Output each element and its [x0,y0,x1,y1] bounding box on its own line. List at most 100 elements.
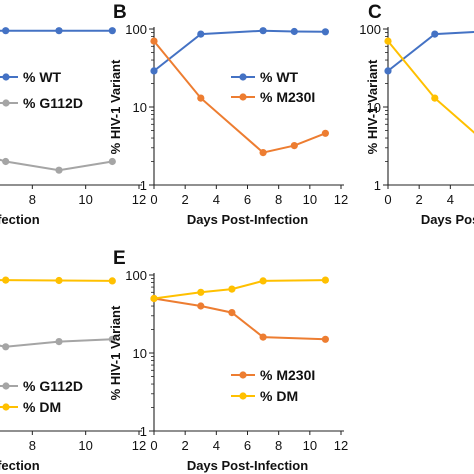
legend-swatch-marker [2,99,10,107]
x-axis-title: Days Post-Infection [187,458,308,473]
data-point [384,67,392,75]
y-tick-label: 100 [359,22,381,37]
data-point [55,166,63,174]
legend-swatch-marker [2,382,10,390]
data-point [384,37,392,45]
legend-label: % DM [260,388,298,404]
y-tick-label: 10 [133,100,147,115]
x-tick-label: 10 [303,192,317,207]
data-point [55,276,63,285]
data-point [321,335,329,343]
data-point [321,276,329,284]
y-tick-label: 10 [133,346,147,361]
y-tick-label: 1 [374,178,381,193]
x-tick-label: 2 [182,438,189,453]
y-tick-label: 1 [140,178,147,193]
x-tick-label: 2 [416,192,423,207]
x-axis-title: Days Post-Infection [0,212,40,227]
y-tick-label: 10 [367,100,381,115]
x-axis-title: Days Post-Infection [421,212,474,227]
legend-swatch-marker [239,93,247,101]
x-tick-label: 12 [334,438,348,453]
data-point [431,30,439,38]
data-point [228,309,236,317]
data-point [197,94,205,102]
legend-swatch-marker [239,371,247,379]
x-tick-label: 8 [275,438,282,453]
data-point [431,94,439,102]
series-line-1 [153,279,326,300]
series-line-0 [387,30,474,72]
series-line-0 [153,297,326,341]
series-line-0 [0,29,113,32]
data-point [108,157,116,166]
x-axis-title: Days Post-Infection [0,458,40,473]
panel-letter: C [368,2,382,23]
series-line-1 [0,279,113,282]
data-point [321,129,329,137]
x-tick-label: 10 [78,192,92,207]
legend-label: % M230I [260,89,315,105]
series-line-1 [387,40,474,134]
data-point [108,27,116,35]
data-point [197,30,205,38]
data-point [2,276,10,284]
x-tick-label: 0 [150,192,157,207]
data-point [2,157,10,166]
data-point [228,285,236,293]
data-point [55,27,63,35]
data-point [197,288,205,296]
x-tick-label: 0 [384,192,391,207]
panel-c: C110100024681012Days Post-Infection% HIV… [359,2,474,227]
panel-letter: E [113,248,126,269]
x-tick-label: 4 [213,192,220,207]
x-axis-title: Days Post-Infection [187,212,308,227]
legend-label: % DM [23,399,61,415]
data-point [55,338,63,346]
data-point [259,333,267,341]
data-point [259,27,267,35]
data-point [290,27,298,36]
x-tick-label: 8 [275,192,282,207]
x-tick-label: 12 [132,192,146,207]
data-point [197,302,205,310]
legend-label: % G112D [23,378,83,394]
y-tick-label: 100 [125,268,147,283]
data-point [2,27,10,35]
x-tick-label: 10 [303,438,317,453]
legend-label: % WT [260,69,299,85]
x-tick-label: 0 [150,438,157,453]
panel-letter: B [113,2,127,23]
legend-swatch-marker [2,73,10,81]
y-tick-label: 100 [125,22,147,37]
legend-swatch-marker [239,392,247,400]
data-point [108,335,116,343]
series-line-0 [153,29,326,72]
x-tick-label: 8 [29,192,36,207]
x-tick-label: 10 [78,438,92,453]
x-tick-label: 2 [182,192,189,207]
legend-label: % M230I [260,367,315,383]
panel-b: B 1 10 100 0 2 4 6 8 10 12 Days Post-Infection % HIV… [108,2,348,227]
data-point [2,343,10,351]
legend-label: % WT [23,69,62,85]
legend-swatch-marker [239,73,247,81]
y-axis-title: % HIV-1 Variant [108,59,123,154]
panel-e: E 1 10 100 0 2 4 6 8 10 12 Days Post-Infection % HIV… [108,248,348,473]
data-point [150,37,158,45]
x-tick-label: 12 [334,192,348,207]
x-tick-label: 4 [213,438,220,453]
data-point [321,28,329,36]
legend-swatch-marker [2,403,10,411]
x-tick-label: 4 [447,192,454,207]
x-tick-label: 8 [29,438,36,453]
y-axis-title: % HIV-1 Variant [365,59,380,154]
data-point [150,67,158,75]
data-point [290,142,298,150]
y-axis-title: % HIV-1 Variant [108,305,123,400]
x-tick-label: 6 [244,438,251,453]
y-tick-label: 1 [140,424,147,439]
